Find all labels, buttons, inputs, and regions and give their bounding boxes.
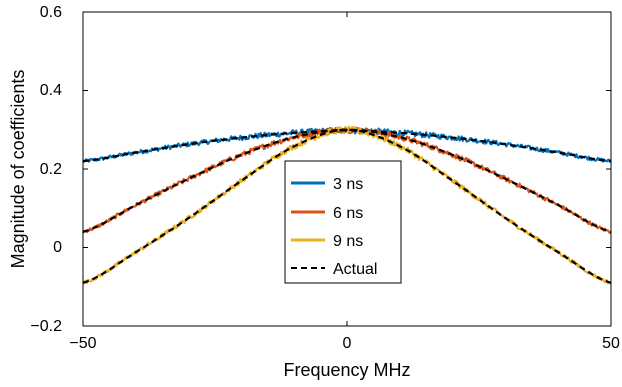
y-axis-label: Magnitude of coefficients (8, 70, 28, 269)
x-tick-label-0: 0 (343, 335, 352, 352)
x-axis-label: Frequency MHz (283, 360, 410, 380)
plot-lines (82, 125, 612, 285)
legend: 3 ns 6 ns 9 ns Actual (284, 160, 402, 284)
legend-label-actual: Actual (333, 261, 377, 278)
x-tick-label-50: 50 (602, 335, 620, 352)
series-line-actual-0 (82, 129, 612, 163)
legend-label-3ns: 3 ns (333, 176, 363, 193)
legend-box (284, 160, 402, 284)
y-tick-label-0.4: 0.4 (40, 82, 62, 99)
series-line-actual-1 (82, 128, 612, 233)
axis-ticks (82, 11, 612, 327)
legend-label-6ns: 6 ns (333, 205, 363, 222)
series-line-actual-2 (82, 128, 612, 284)
x-tick-label-neg-50: −50 (69, 335, 96, 352)
y-tick-label-0: 0 (53, 239, 62, 256)
y-tick-label-0.6: 0.6 (40, 4, 62, 21)
y-tick-label-0.2: 0.2 (40, 161, 62, 178)
legend-label-9ns: 9 ns (333, 233, 363, 250)
y-tick-label-neg-0.2: −0.2 (30, 318, 62, 335)
